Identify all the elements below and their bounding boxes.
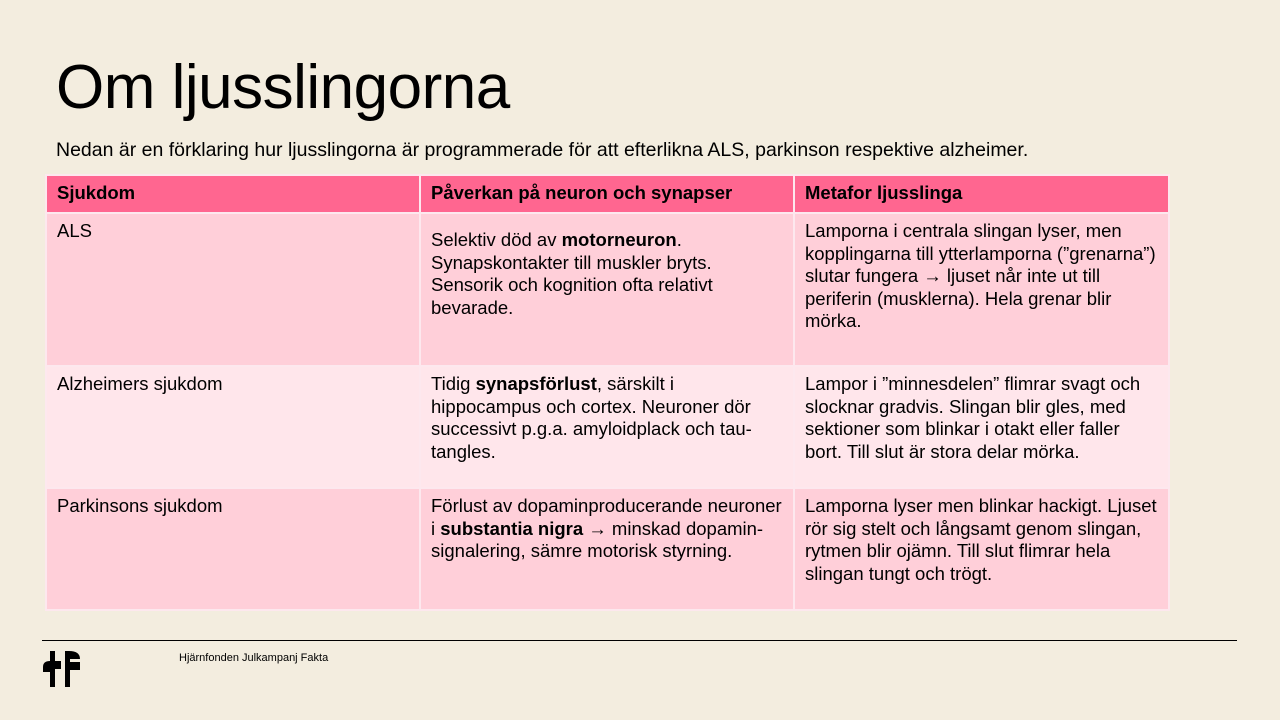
text-run: Selektiv död av — [431, 229, 562, 250]
hjarnfonden-logo-icon — [43, 651, 80, 687]
column-header: Sjukdom — [45, 174, 421, 214]
bold-text-run: motorneuron — [561, 229, 677, 250]
column-header: Påverkan på neuron och synapser — [419, 174, 795, 214]
text-run: Tidig — [431, 373, 476, 394]
disease-table: Sjukdom Påverkan på neuron och synapser … — [45, 174, 1170, 611]
text-run: , särskilt i hippocampus och cortex. Neu… — [431, 373, 752, 462]
table-row: Parkinsons sjukdom Förlust av dopaminpro… — [45, 487, 1170, 611]
text-run: . Synapskontakter till muskler bryts. Se… — [431, 229, 713, 318]
column-header: Metafor ljusslinga — [793, 174, 1170, 214]
bold-text-run: substantia nigra — [440, 517, 584, 539]
disease-cell: Parkinsons sjukdom — [45, 487, 421, 611]
slide-title: Om ljusslingorna — [56, 53, 510, 122]
table-row: ALS Selektiv död av motorneuron. Synapsk… — [45, 212, 1170, 367]
table-row: Alzheimers sjukdom Tidig synapsförlust, … — [45, 365, 1170, 489]
effect-cell: Selektiv död av motorneuron. Synapskonta… — [419, 212, 795, 367]
footer-divider — [42, 640, 1237, 641]
text-run: → minskad dopamin-signalering, sämre mot… — [431, 517, 764, 562]
bold-text-run: synapsförlust — [475, 373, 597, 394]
metaphor-cell: Lamporna i centrala slingan lyser, men k… — [793, 212, 1170, 367]
footer-text: Hjärnfonden Julkampanj Fakta — [179, 652, 329, 664]
effect-cell: Förlust av dopaminproducerande neuroner … — [419, 487, 795, 611]
disease-cell: Alzheimers sjukdom — [45, 365, 421, 489]
effect-cell: Tidig synapsförlust, särskilt i hippocam… — [419, 365, 795, 489]
text-run: Förlust av dopaminproducerande neuroner … — [431, 495, 782, 539]
table-header-row: Sjukdom Påverkan på neuron och synapser … — [45, 174, 1170, 214]
metaphor-cell: Lamporna lyser men blinkar hackigt. Ljus… — [793, 487, 1170, 611]
slide-subtitle: Nedan är en förklaring hur ljusslingorna… — [56, 139, 1029, 161]
disease-cell: ALS — [45, 212, 421, 367]
metaphor-cell: Lampor i ”minnesdelen” flimrar svagt och… — [793, 365, 1170, 489]
